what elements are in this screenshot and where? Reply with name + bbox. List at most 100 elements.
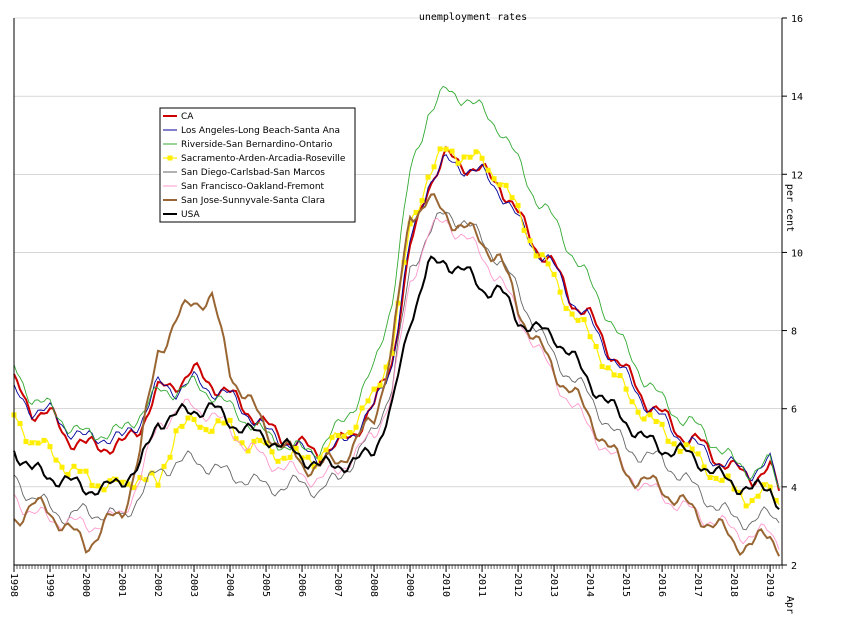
series-marker bbox=[161, 463, 167, 469]
y-tick-label: 14 bbox=[791, 92, 803, 103]
series-marker bbox=[551, 271, 557, 277]
series-marker bbox=[185, 415, 191, 421]
series-marker bbox=[89, 482, 95, 488]
series-marker bbox=[617, 373, 623, 379]
series-marker bbox=[335, 432, 341, 438]
series-marker bbox=[707, 474, 713, 480]
series-line bbox=[13, 255, 780, 511]
grid-lines bbox=[14, 17, 782, 566]
series-marker bbox=[191, 417, 197, 423]
series-marker bbox=[347, 429, 353, 435]
x-tick-label: 1998 bbox=[8, 573, 19, 597]
series-marker bbox=[365, 398, 371, 404]
series-marker bbox=[635, 409, 641, 415]
series-marker bbox=[59, 464, 65, 470]
series-line bbox=[13, 85, 780, 489]
series-marker bbox=[743, 503, 749, 509]
x-tick-label: 2000 bbox=[80, 573, 91, 597]
legend-label: CA bbox=[181, 112, 194, 122]
series-marker bbox=[449, 148, 455, 154]
series-marker bbox=[509, 195, 515, 201]
series-marker bbox=[167, 454, 173, 460]
x-tick-label: 1999 bbox=[44, 573, 55, 597]
series-marker bbox=[65, 471, 71, 477]
y-tick-label: 8 bbox=[791, 327, 797, 338]
series-marker bbox=[581, 317, 587, 323]
x-tick-label: 2004 bbox=[224, 573, 235, 597]
series-marker bbox=[689, 446, 695, 452]
series-marker bbox=[317, 455, 323, 461]
series-marker bbox=[107, 478, 113, 484]
series-marker bbox=[413, 209, 419, 215]
series-marker bbox=[719, 477, 725, 483]
series-lines bbox=[11, 85, 781, 557]
x-tick-label: 2012 bbox=[512, 573, 523, 597]
series-marker bbox=[515, 203, 521, 209]
series-marker bbox=[557, 289, 563, 295]
legend-label: Sacramento-Arden-Arcadia-Roseville bbox=[181, 154, 346, 164]
series-marker bbox=[125, 481, 131, 487]
series-marker bbox=[239, 440, 245, 446]
y-tick-label: 12 bbox=[791, 170, 803, 181]
series-marker bbox=[53, 457, 59, 463]
series-marker bbox=[701, 464, 707, 470]
series-marker bbox=[725, 473, 731, 479]
series-marker bbox=[95, 483, 101, 489]
series-marker bbox=[755, 493, 761, 499]
x-tick-label: 2006 bbox=[296, 573, 307, 597]
series-marker bbox=[137, 475, 143, 481]
series-marker bbox=[377, 382, 383, 388]
series-marker bbox=[41, 437, 47, 443]
series-marker bbox=[605, 365, 611, 371]
series-marker bbox=[467, 154, 473, 160]
x-end-label: Apr bbox=[784, 596, 795, 614]
series-marker bbox=[671, 441, 677, 447]
series-marker bbox=[695, 451, 701, 457]
y-tick-label: 2 bbox=[791, 561, 797, 572]
chart-title: unemployment rates bbox=[419, 12, 527, 23]
series-marker bbox=[641, 416, 647, 422]
series-line bbox=[13, 211, 780, 531]
series-marker bbox=[71, 463, 77, 469]
series-marker bbox=[47, 444, 53, 450]
series-marker bbox=[23, 439, 29, 445]
legend: CA Los Angeles-Long Beach-Santa Ana Rivers… bbox=[159, 107, 356, 223]
series-marker bbox=[383, 364, 389, 370]
series-marker bbox=[563, 305, 569, 311]
series-marker bbox=[611, 372, 617, 378]
series-marker bbox=[575, 317, 581, 323]
series-line bbox=[13, 193, 781, 557]
series-marker bbox=[305, 454, 311, 460]
series-marker bbox=[437, 146, 443, 152]
series-marker bbox=[311, 464, 317, 470]
legend-label: Riverside-San Bernardino-Ontario bbox=[181, 140, 333, 150]
series-marker bbox=[293, 445, 299, 451]
series-marker bbox=[665, 438, 671, 444]
series-marker bbox=[497, 182, 503, 188]
x-tick-label: 2019 bbox=[764, 573, 775, 597]
series-marker bbox=[341, 433, 347, 439]
y-tick-labels: 2 4 6 8 10 12 14 16 bbox=[782, 14, 803, 572]
legend-label: Los Angeles-Long Beach-Santa Ana bbox=[181, 126, 340, 136]
legend-label: San Francisco-Oakland-Fremont bbox=[181, 182, 325, 192]
series-marker bbox=[431, 164, 437, 170]
y-axis-label: per cent bbox=[784, 184, 795, 232]
series-marker bbox=[155, 482, 161, 488]
series-marker bbox=[323, 447, 329, 453]
series-marker bbox=[329, 434, 335, 440]
series-marker bbox=[533, 253, 539, 259]
series-marker bbox=[659, 421, 665, 427]
series-marker bbox=[593, 343, 599, 349]
x-tick-label: 2007 bbox=[332, 573, 343, 597]
series-marker bbox=[29, 440, 35, 446]
x-tick-label: 2013 bbox=[548, 573, 559, 597]
series-marker bbox=[713, 475, 719, 481]
x-tick-label: 2016 bbox=[656, 573, 667, 597]
x-tick-label: 2011 bbox=[476, 573, 487, 597]
legend-label: San Diego-Carlsbad-San Marcos bbox=[181, 168, 325, 178]
y-tick-label: 6 bbox=[791, 405, 797, 416]
series-marker bbox=[215, 418, 221, 424]
y-tick-label: 16 bbox=[791, 14, 803, 25]
